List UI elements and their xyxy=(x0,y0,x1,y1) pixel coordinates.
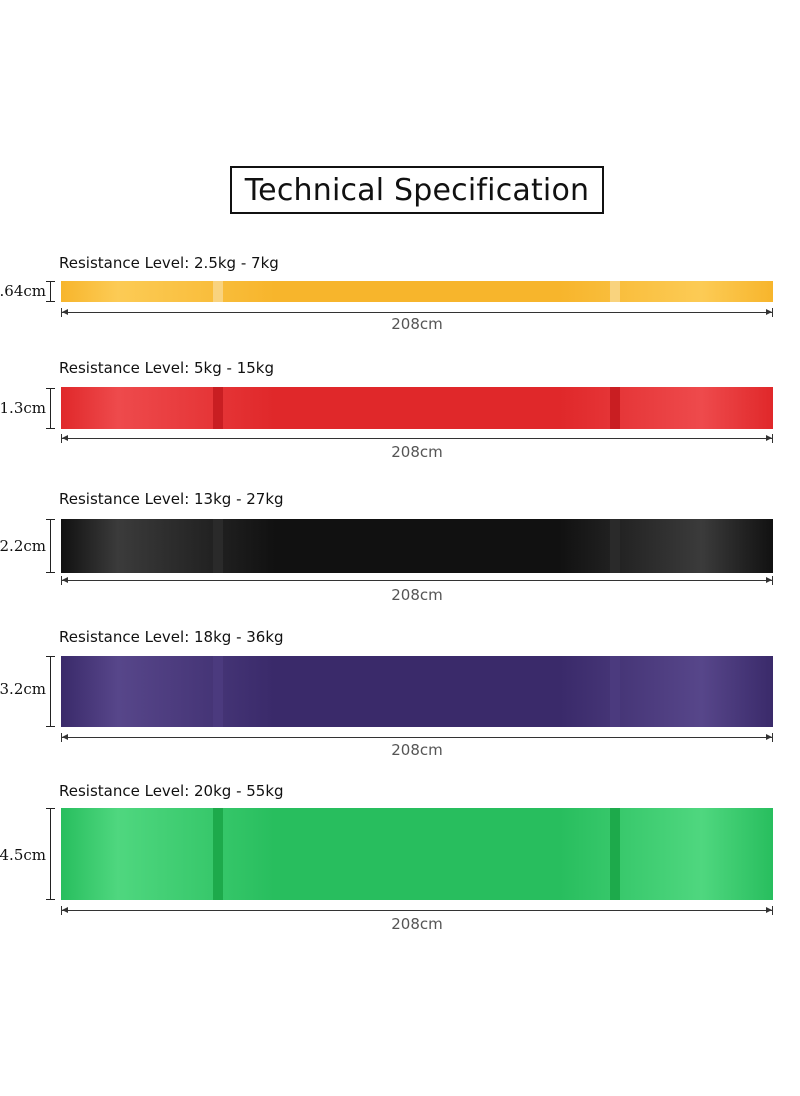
band-clip xyxy=(213,519,223,573)
band-length-dimension xyxy=(61,308,773,317)
band-length-label: 208cm xyxy=(391,915,443,933)
band-width-dimension xyxy=(46,808,55,900)
band-width-label: 2.2cm xyxy=(0,537,46,555)
band-length-label: 208cm xyxy=(391,741,443,759)
band-width-label: 4.5cm xyxy=(0,846,46,864)
band-width-dimension xyxy=(46,519,55,573)
band-width-dimension xyxy=(46,281,55,302)
band-clip xyxy=(610,519,620,573)
band-clip xyxy=(213,808,223,900)
resistance-band xyxy=(61,656,773,727)
band-clip xyxy=(610,656,620,727)
band-width-label: 1.3cm xyxy=(0,399,46,417)
resistance-level-label: Resistance Level: 20kg - 55kg xyxy=(59,782,284,800)
band-clip xyxy=(213,387,223,429)
band-width-label: .64cm xyxy=(0,282,46,300)
band-width-dimension xyxy=(46,656,55,727)
band-width-dimension xyxy=(46,388,55,429)
resistance-level-label: Resistance Level: 5kg - 15kg xyxy=(59,359,275,377)
band-length-label: 208cm xyxy=(391,443,443,461)
resistance-band xyxy=(61,519,773,573)
band-length-dimension xyxy=(61,733,773,742)
resistance-band xyxy=(61,281,773,302)
band-length-dimension xyxy=(61,576,773,585)
band-length-label: 208cm xyxy=(391,315,443,333)
band-clip xyxy=(610,387,620,429)
resistance-level-label: Resistance Level: 2.5kg - 7kg xyxy=(59,254,279,272)
resistance-band xyxy=(61,808,773,900)
band-length-label: 208cm xyxy=(391,586,443,604)
resistance-level-label: Resistance Level: 18kg - 36kg xyxy=(59,628,284,646)
band-clip xyxy=(610,281,620,302)
resistance-band xyxy=(61,387,773,429)
band-clip xyxy=(213,656,223,727)
band-clip xyxy=(610,808,620,900)
resistance-level-label: Resistance Level: 13kg - 27kg xyxy=(59,490,284,508)
band-length-dimension xyxy=(61,434,773,443)
band-width-label: 3.2cm xyxy=(0,680,46,698)
band-length-dimension xyxy=(61,906,773,915)
page-title: Technical Specification xyxy=(230,166,604,214)
band-clip xyxy=(213,281,223,302)
